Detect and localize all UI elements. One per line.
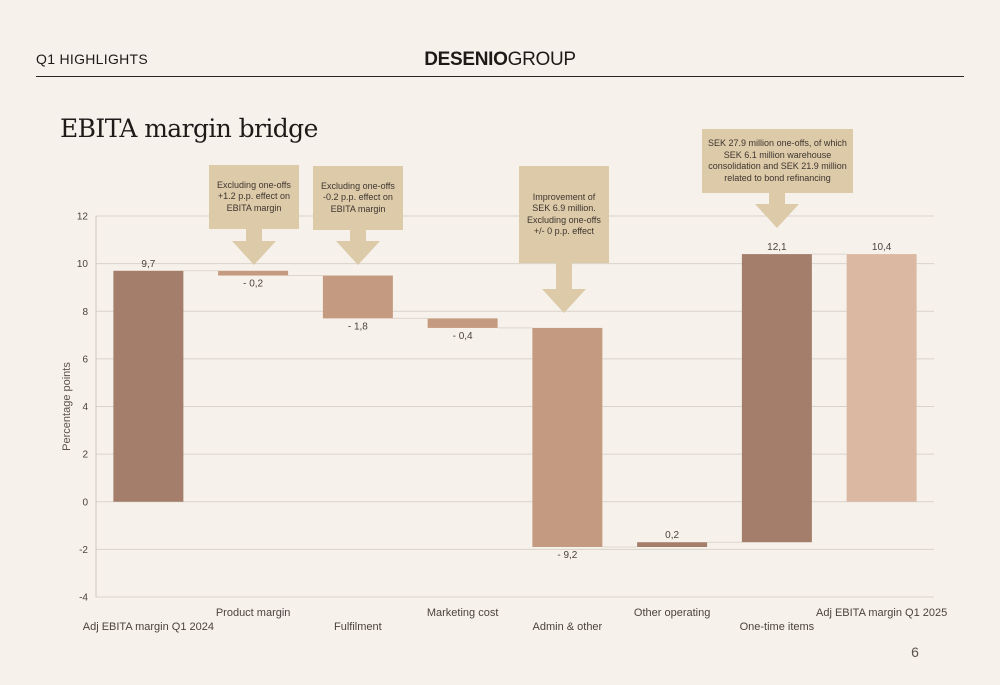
bar [637, 542, 708, 547]
category-label: Fulfilment [334, 621, 382, 633]
y-tick-label: 6 [82, 354, 88, 365]
category-label: Marketing cost [427, 607, 499, 619]
callout-line: related to bond refinancing [724, 172, 831, 183]
callout-line: SEK 6.9 million. [532, 203, 596, 213]
bar [322, 275, 393, 319]
callout-line: Excluding one-offs [527, 214, 601, 225]
brand-logo-light: GROUP [507, 49, 576, 70]
data-label: - 9,2 [557, 550, 577, 561]
category-label: Other operating [634, 607, 710, 619]
callout-fulfilment-text: Excluding one-offs -0.2 p.p. effect on E… [321, 181, 395, 216]
callout-product-margin-text: Excluding one-offs +1.2 p.p. effect on E… [217, 180, 291, 215]
callout-one-time-items-text: SEK 27.9 million one-offs, of which SEK … [708, 138, 847, 184]
callout-line: consolidation and SEK 21.9 million [708, 161, 847, 171]
category-label: Product margin [216, 607, 291, 619]
callout-product-margin: Excluding one-offs +1.2 p.p. effect on E… [209, 165, 299, 229]
y-tick-label: 2 [82, 450, 88, 461]
bar [113, 270, 184, 502]
y-tick-label: 8 [82, 307, 88, 318]
callout-line: Excluding one-offs [217, 179, 291, 190]
page-number: 6 [911, 644, 919, 660]
data-label: 10,4 [872, 242, 892, 253]
bar [741, 254, 812, 543]
callout-fulfilment: Excluding one-offs -0.2 p.p. effect on E… [313, 166, 403, 230]
callout-admin-other: Improvement of SEK 6.9 million. Excludin… [519, 166, 609, 263]
callout-line: -0.2 p.p. effect on [323, 192, 393, 203]
data-label: 0,2 [665, 530, 679, 541]
callout-one-time-items: SEK 27.9 million one-offs, of which SEK … [702, 129, 853, 193]
data-label: 9,7 [141, 259, 155, 270]
category-label: Admin & other [533, 621, 603, 633]
page-title: EBITA margin bridge [60, 114, 318, 143]
callout-line: EBITA margin [330, 203, 386, 214]
brand-logo: DESENIOGROUP [0, 49, 1000, 71]
brand-logo-bold: DESENIO [424, 49, 508, 70]
data-label: - 0,2 [243, 279, 263, 290]
y-tick-label: -2 [79, 545, 88, 556]
y-axis-title: Percentage points [61, 362, 73, 451]
callout-admin-other-text: Improvement of SEK 6.9 million. Excludin… [527, 192, 601, 238]
bar [218, 270, 289, 276]
y-tick-label: 4 [82, 402, 88, 413]
callout-line: Excluding one-offs [321, 180, 395, 191]
header-divider [36, 76, 964, 77]
callout-line: +/- 0 p.p. effect [533, 226, 595, 236]
data-label: - 1,8 [348, 321, 368, 332]
callout-line: +1.2 p.p. effect on [217, 191, 291, 202]
callout-line: EBITA margin [226, 202, 282, 213]
bar [846, 254, 917, 502]
category-label: Adj EBITA margin Q1 2024 [83, 621, 214, 633]
data-label: 12,1 [767, 242, 787, 253]
y-tick-label: 12 [77, 212, 89, 223]
callout-line: SEK 6.1 million warehouse [723, 149, 832, 160]
callout-line: SEK 27.9 million one-offs, of which [708, 138, 847, 148]
callout-line: Improvement of [532, 191, 596, 202]
y-tick-label: -4 [79, 593, 88, 604]
category-label: Adj EBITA margin Q1 2025 [816, 607, 947, 619]
y-tick-label: 0 [82, 497, 88, 508]
section-label: Q1 HIGHLIGHTS [36, 51, 149, 67]
data-label: - 0,4 [453, 331, 473, 342]
y-tick-label: 10 [77, 259, 89, 270]
bar [427, 318, 498, 328]
category-label: One-time items [740, 621, 815, 633]
bar [532, 327, 603, 547]
